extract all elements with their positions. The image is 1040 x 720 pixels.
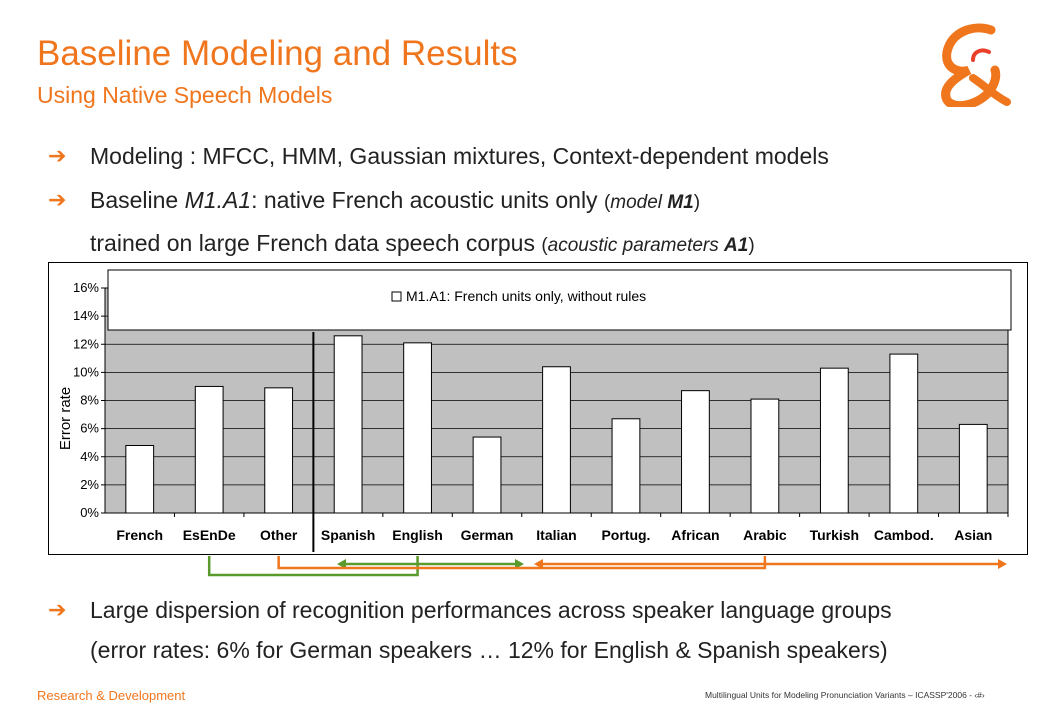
bar-italian (542, 366, 571, 514)
y-tick-label: 8% (80, 393, 99, 408)
legend-box (107, 269, 1012, 331)
bar-portug (611, 418, 641, 514)
legend-label: M1.A1: French units only, without rules (406, 288, 646, 304)
bar-turkish (819, 367, 849, 514)
slide-subtitle: Using Native Speech Models (37, 82, 333, 108)
x-tick-label: Turkish (810, 527, 860, 543)
bullet-arrow-icon: ➔ (48, 187, 67, 212)
bullet-dispersion: Large dispersion of recognition performa… (90, 597, 892, 623)
x-tick-label: Cambod. (874, 527, 934, 543)
bar-cambod (889, 353, 919, 514)
y-tick-label: 4% (80, 449, 99, 464)
x-tick-label: EsEnDe (183, 527, 236, 543)
x-tick-label: French (116, 527, 163, 543)
error-rate-bar-chart: 0% 2% 4% 6% 8% 10% 12% 14% 16% Error rate French Es… (48, 262, 1028, 577)
bullet-modeling: Modeling : MFCC, HMM, Gaussian mixtures,… (90, 143, 829, 169)
green-bracket (207, 556, 419, 577)
orange-arrow-head-left (534, 559, 543, 569)
y-tick-label: 2% (80, 477, 99, 492)
footer-department: Research & Development (37, 688, 186, 703)
bar-esende (194, 385, 224, 514)
bar-english (403, 342, 432, 514)
y-tick-label: 0% (80, 505, 99, 520)
x-tick-label: Spanish (321, 527, 375, 543)
bullet-baseline: Baseline M1.A1: native French acoustic u… (90, 187, 701, 213)
bullet-arrow-icon: ➔ (48, 143, 67, 168)
y-tick-label: 6% (80, 421, 99, 436)
x-tick-label: German (461, 527, 514, 543)
bar-arabic (750, 398, 780, 514)
green-arrow-head-left (337, 559, 346, 569)
y-tick-label: 16% (73, 280, 99, 295)
x-tick-label: Italian (536, 527, 576, 543)
x-tick-label: Asian (954, 527, 992, 543)
slide-title: Baseline Modeling and Results (37, 34, 518, 73)
orange-bracket (277, 556, 767, 570)
bar-french (125, 445, 155, 514)
bullet-arrow-icon: ➔ (48, 597, 67, 622)
legend-swatch (391, 291, 402, 302)
x-tick-label: Other (260, 527, 298, 543)
france-telecom-ampersand-logo (941, 23, 1011, 107)
bullet-baseline-continued: trained on large French data speech corp… (90, 230, 755, 256)
bar-german (472, 436, 502, 514)
bar-other (264, 387, 294, 514)
x-tick-label: Portug. (601, 527, 650, 543)
bullet-dispersion-continued: (error rates: 6% for German speakers … 1… (90, 637, 888, 663)
x-tick-label: Arabic (743, 527, 787, 543)
x-tick-label: English (392, 527, 443, 543)
y-tick-label: 12% (73, 336, 99, 351)
bar-asian (958, 423, 988, 514)
green-arrow-head-right (515, 559, 524, 569)
bar-african (681, 390, 710, 514)
orange-arrow-head-right (998, 559, 1007, 569)
y-tick-label: 14% (73, 308, 99, 323)
bar-spanish (333, 335, 363, 514)
y-axis-label: Error rate (57, 387, 74, 450)
footer-citation: Multilingual Units for Modeling Pronunci… (705, 690, 985, 700)
x-tick-label: African (671, 527, 719, 543)
y-tick-label: 10% (73, 364, 99, 379)
